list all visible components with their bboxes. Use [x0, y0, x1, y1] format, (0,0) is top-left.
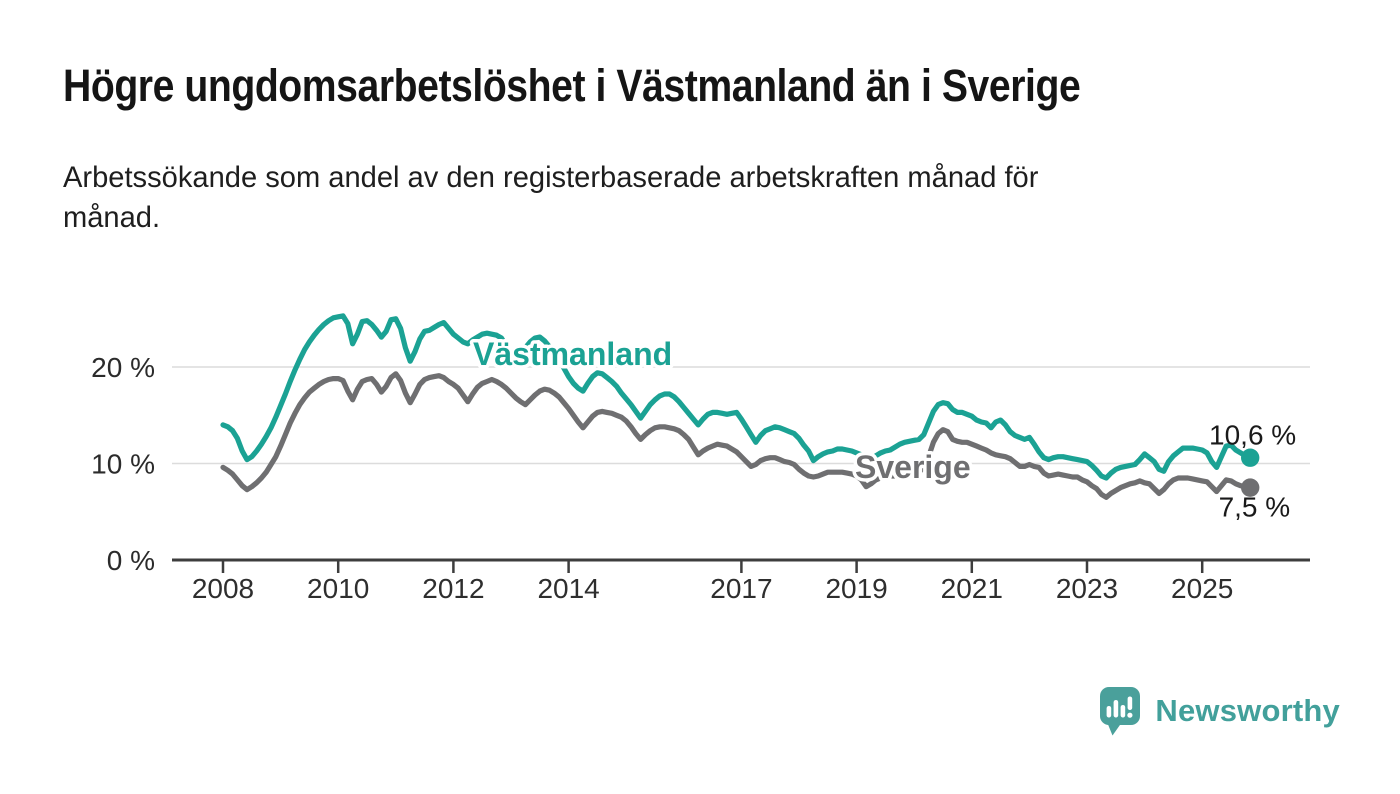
series-line-sverige — [220, 371, 1253, 500]
logo-bar-1 — [1106, 706, 1112, 718]
x-tick-label: 2025 — [1171, 573, 1233, 604]
x-tick-label: 2014 — [537, 573, 599, 604]
x-tick-label: 2023 — [1056, 573, 1118, 604]
logo-exclamation-line — [1127, 696, 1133, 710]
series-end-dot-sverige — [1241, 478, 1260, 497]
chart-subtitle-line1: Arbetssökande som andel av den registerb… — [63, 161, 1039, 194]
series-line-västmanland — [220, 313, 1253, 481]
chart-subtitle-line2: månad. — [63, 201, 161, 234]
x-tick-label: 2010 — [307, 573, 369, 604]
x-tick-label: 2019 — [825, 573, 887, 604]
newsworthy-logo-icon — [1100, 687, 1141, 736]
logo-bubble-tail — [1107, 722, 1122, 736]
chart-subtitle: Arbetssökande som andel av den registerb… — [63, 158, 1038, 238]
series-end-dot-västmanland — [1241, 448, 1260, 467]
series-label-sverige: Sverige — [855, 449, 971, 485]
x-tick-label: 2008 — [192, 573, 254, 604]
newsworthy-logo-text: Newsworthy — [1155, 693, 1340, 728]
logo-exclamation-dot — [1127, 712, 1133, 718]
y-tick-label: 20 % — [91, 352, 155, 383]
chart-title: Högre ungdomsarbetslöshet i Västmanland … — [63, 60, 1081, 111]
logo-bar-2 — [1113, 700, 1119, 718]
series-label-västmanland: Västmanland — [473, 336, 672, 372]
y-tick-label: 10 % — [91, 449, 155, 480]
x-tick-label: 2012 — [422, 573, 484, 604]
logo-bar-3 — [1120, 705, 1126, 718]
logo-bubble — [1100, 687, 1141, 725]
newsworthy-logo: Newsworthy — [1099, 686, 1340, 736]
series-end-label-sverige: 7,5 % — [1219, 492, 1291, 523]
y-tick-label: 0 % — [107, 545, 155, 576]
series-end-label-västmanland: 10,6 % — [1209, 420, 1296, 451]
x-tick-label: 2017 — [710, 573, 772, 604]
x-tick-label: 2021 — [941, 573, 1003, 604]
